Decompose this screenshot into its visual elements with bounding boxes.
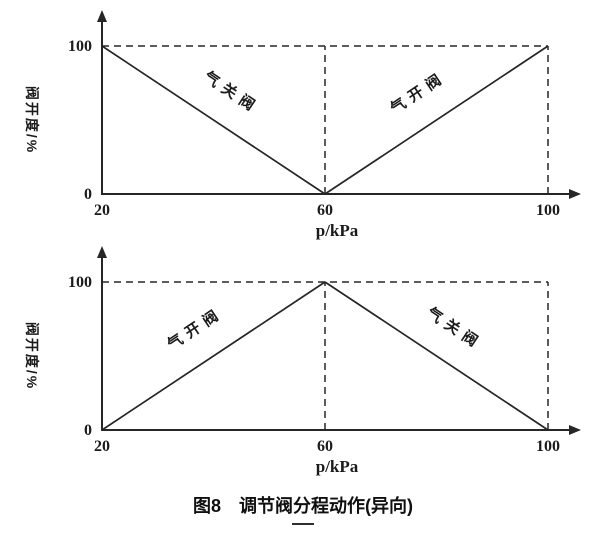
x-axis-arrow	[569, 189, 581, 199]
x-tick-label: 100	[536, 202, 560, 219]
series-label: 气关阀	[200, 67, 263, 117]
x-axis-arrow	[569, 425, 581, 435]
x-tick-label: 20	[94, 202, 110, 219]
series-label: 气开阀	[386, 68, 449, 118]
x-axis-label: p/kPa	[316, 457, 359, 476]
x-tick-label: 20	[94, 438, 110, 455]
series-line	[324, 281, 549, 431]
y-tick-label: 100	[68, 38, 92, 55]
x-axis-label: p/kPa	[316, 221, 359, 240]
top-chart: 气关阀 气开阀 20 60 100 0 100 p/kPa 阀开度/%	[24, 10, 581, 240]
series-line	[101, 45, 326, 195]
x-tick-label: 60	[317, 202, 333, 219]
series-label: 气关阀	[423, 303, 486, 353]
series-label: 气开阀	[163, 304, 226, 354]
y-tick-label: 0	[84, 422, 92, 439]
y-axis-label: 阀开度/%	[24, 86, 40, 154]
y-axis-arrow	[97, 246, 107, 258]
series-line	[324, 45, 549, 195]
figure: 气关阀 气开阀 20 60 100 0 100 p/kPa 阀开度/% 气开阀 气关阀 20 60 10…	[24, 10, 581, 525]
y-axis-label: 阀开度/%	[24, 322, 40, 390]
x-tick-label: 60	[317, 438, 333, 455]
figure-caption: 图8 调节阀分程动作(异向)	[193, 496, 413, 516]
y-axis-arrow	[97, 10, 107, 22]
bottom-chart: 气开阀 气关阀 20 60 100 0 100 p/kPa 阀开度/%	[24, 246, 581, 476]
y-tick-label: 0	[84, 186, 92, 203]
caption-underline	[292, 523, 314, 525]
x-tick-label: 100	[536, 438, 560, 455]
y-tick-label: 100	[68, 274, 92, 291]
series-line	[101, 281, 326, 431]
